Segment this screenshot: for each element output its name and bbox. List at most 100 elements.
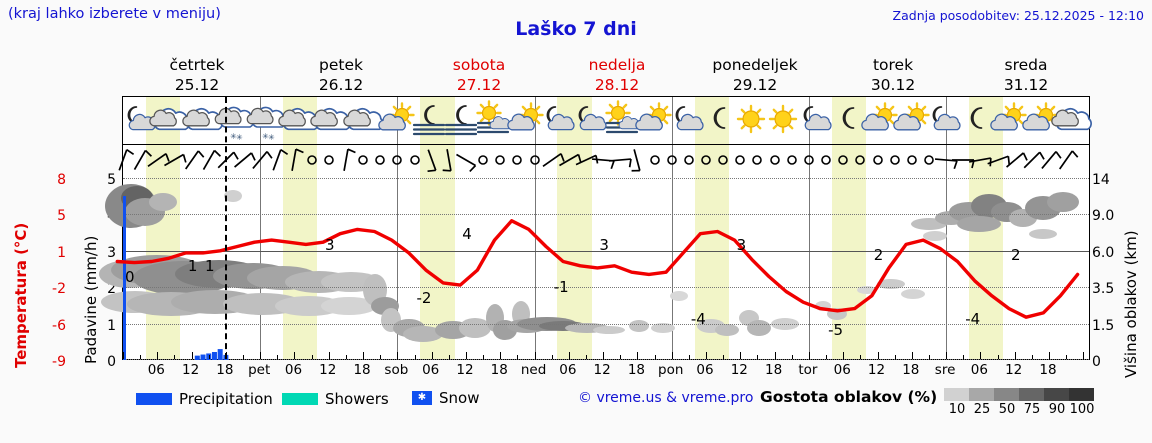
sun-fog-icon [476, 100, 512, 134]
day-date: 27.12 [456, 76, 502, 94]
svg-text:✳: ✳ [268, 133, 275, 142]
legend-snow: ✱ Snow [412, 389, 479, 407]
gridline-1 [123, 214, 1089, 216]
x-minor-tick [671, 352, 673, 359]
moon-fog-icon [444, 105, 478, 136]
temperature-curve [115, 219, 1080, 319]
cloud-blob-46 [901, 289, 925, 299]
day-date: 26.12 [318, 76, 364, 94]
weather-icon-slot-27 [989, 99, 1029, 143]
legend-precipitation: Precipitation [136, 390, 273, 408]
showers-swatch [282, 393, 318, 405]
day-date: 30.12 [870, 76, 916, 94]
temperature-label-9: 3 [736, 235, 747, 254]
sun-cloud-icon [635, 102, 672, 131]
x-minor-tick [483, 355, 485, 359]
x-minor-tick [243, 355, 245, 359]
cloud-height-tick-4: 1.5 [1092, 318, 1115, 334]
current-time-marker [225, 97, 227, 359]
weather-icon-strip: ✳ ✳ ✳ ✳ [123, 97, 1092, 145]
last-update-label: Zadnja posodobitev: 25.12.2025 - 12:10 [892, 8, 1144, 23]
wind-barb-39 [786, 155, 797, 165]
cloud-density-tick-labels: 10 25 50 75 90 100 [944, 402, 1104, 418]
x-minor-tick [397, 352, 399, 359]
day-separator-1 [260, 97, 262, 359]
weather-icon-slot-29 [1051, 99, 1093, 143]
day-separator-4 [671, 97, 673, 359]
x-label-3: pet [248, 362, 271, 378]
gridline-layer [123, 178, 1089, 360]
x-minor-tick [791, 355, 793, 359]
x-minor-tick [877, 352, 879, 359]
x-minor-tick [311, 355, 313, 359]
day-name: ponedeljek [712, 56, 798, 74]
wind-barb-52 [1005, 152, 1028, 168]
daylight-band-4 [694, 97, 729, 359]
cloud-density-raster [99, 184, 1079, 342]
wind-barb-8 [252, 151, 273, 169]
x-label-12: 06 [559, 362, 577, 378]
cloud-blob-36 [670, 291, 688, 301]
wind-barb-31 [649, 155, 660, 165]
day-name: torek [872, 56, 914, 74]
x-minor-tick [706, 352, 708, 359]
gridline-3 [123, 287, 1089, 289]
wind-barb-41 [821, 155, 831, 165]
x-minor-tick [208, 355, 210, 359]
x-label-4: 06 [284, 362, 303, 378]
copyright-link[interactable]: © vreme.us & vreme.pro [578, 390, 754, 406]
sun-cloud-icon [506, 102, 544, 131]
day-name: sreda [1004, 56, 1048, 74]
day-name: četrtek [169, 56, 225, 74]
moon-cloud-icon [546, 106, 575, 131]
weather-icon-slot-12 [506, 99, 546, 143]
precipitation-tick-4: 1 [107, 318, 116, 334]
x-minor-tick [277, 355, 279, 359]
weather-icon-slot-13 [538, 99, 578, 143]
cloud-blob-23 [403, 326, 443, 342]
svg-text:✳: ✳ [262, 132, 269, 141]
x-minor-tick [225, 352, 227, 359]
x-label-22: 18 [902, 362, 920, 378]
x-minor-tick [860, 355, 862, 359]
wind-barb-strip [118, 145, 1089, 178]
svg-text:✳: ✳ [230, 132, 237, 141]
wind-barb-18 [427, 149, 437, 173]
x-label-13: 12 [593, 362, 611, 378]
day-header-0: četrtek 25.12 [122, 54, 272, 96]
density-step-1 [969, 388, 994, 401]
snow-swatch: ✱ [412, 391, 432, 405]
day-date: 28.12 [594, 76, 640, 94]
wind-barb-47 [924, 155, 934, 165]
wind-barb-29 [609, 158, 633, 168]
x-label-2: 18 [216, 362, 234, 378]
location-menu-note: (kraj lahko izberete v meniju) [8, 6, 221, 22]
temperature-value-labels: 0 1 1 3 -2 4 -1 3 -4 3 -5 2 -4 2 [123, 178, 1089, 359]
x-minor-tick [1066, 355, 1068, 359]
cloud-blob-3 [149, 193, 177, 211]
temperature-label-8: -4 [690, 310, 706, 329]
cloud-blob-25 [459, 318, 491, 338]
wind-barb-14 [358, 155, 368, 165]
weather-icon-slot-7 [342, 99, 385, 143]
temperature-label-10: -5 [828, 321, 844, 340]
x-minor-tick [928, 355, 930, 359]
x-minor-tick [1031, 355, 1033, 359]
x-label-10: 18 [490, 362, 508, 378]
precip-bar-4 [217, 349, 223, 360]
cloud-blob-55 [1047, 192, 1079, 212]
moon-icon [713, 107, 726, 129]
wind-barb-38 [769, 155, 780, 165]
weather-icon-slot-19 [731, 99, 771, 143]
cloud-density-legend-title: Gostota oblakov (%) [760, 388, 938, 406]
precip-bar-1 [200, 354, 206, 360]
x-label-6: 18 [353, 362, 371, 378]
density-tick-2: 50 [998, 402, 1016, 417]
day-name: sobota [452, 56, 506, 74]
daylight-band-3 [557, 97, 592, 359]
data-pane: 0 1 1 3 -2 4 -1 3 -4 3 -5 2 -4 2 [99, 97, 1089, 360]
gridline-5 [123, 359, 1089, 360]
x-minor-tick [654, 355, 656, 359]
weather-icon-slot-5 [278, 99, 320, 143]
wind-barb-15 [375, 155, 386, 165]
